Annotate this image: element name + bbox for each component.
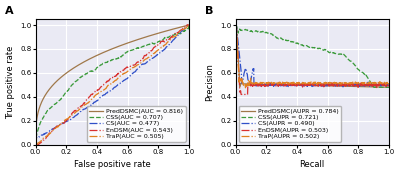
Y-axis label: True positive rate: True positive rate — [6, 45, 14, 119]
X-axis label: False positive rate: False positive rate — [74, 160, 150, 169]
Y-axis label: Precision: Precision — [206, 63, 214, 101]
Legend: PredDSMC(AUPR = 0.784), CSS(AUPR = 0.721), CS(AUPR = 0.490), EnDSM(AUPR = 0.503): PredDSMC(AUPR = 0.784), CSS(AUPR = 0.721… — [239, 106, 341, 142]
X-axis label: Recall: Recall — [300, 160, 325, 169]
Legend: PredDSMC(AUC = 0.816), CSS(AUC = 0.707), CS(AUC = 0.477), EnDSM(AUC = 0.543), Tr: PredDSMC(AUC = 0.816), CSS(AUC = 0.707),… — [87, 106, 186, 142]
Text: A: A — [5, 6, 14, 16]
Text: B: B — [205, 6, 213, 16]
